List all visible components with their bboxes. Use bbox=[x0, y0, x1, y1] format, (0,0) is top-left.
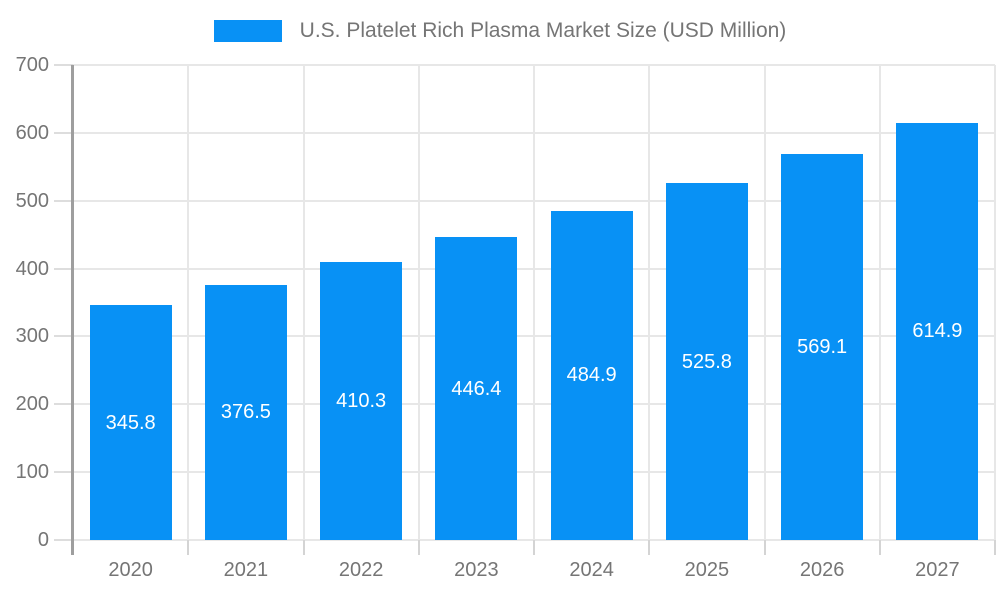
bar[interactable] bbox=[665, 183, 748, 540]
x-gridline bbox=[878, 65, 881, 540]
bar-value-label: 410.3 bbox=[336, 389, 387, 412]
x-axis-label: 2020 bbox=[108, 559, 153, 581]
x-tick bbox=[533, 540, 535, 555]
x-axis-label: 2027 bbox=[915, 559, 960, 581]
y-axis-label: 500 bbox=[15, 189, 49, 212]
x-gridline bbox=[302, 65, 305, 540]
x-gridline bbox=[533, 65, 535, 540]
x-axis-label: 2026 bbox=[799, 559, 845, 581]
x-axis-label: 2022 bbox=[338, 559, 384, 581]
bar-value-label: 446.4 bbox=[451, 377, 502, 400]
bar[interactable] bbox=[204, 284, 287, 540]
bar-value-label: 376.5 bbox=[220, 401, 271, 424]
x-tick bbox=[763, 540, 766, 555]
x-axis-label: 2025 bbox=[684, 559, 730, 581]
legend-label: U.S. Platelet Rich Plasma Market Size (U… bbox=[299, 19, 787, 42]
bar-value-label: 525.8 bbox=[681, 350, 732, 373]
y-axis-label: 400 bbox=[15, 257, 49, 280]
y-axis-label: 600 bbox=[15, 121, 49, 144]
y-axis-label: 200 bbox=[15, 393, 49, 416]
bar[interactable] bbox=[89, 305, 172, 540]
x-tick bbox=[648, 540, 651, 555]
y-tick bbox=[54, 199, 73, 202]
y-tick bbox=[54, 403, 73, 406]
y-tick bbox=[54, 471, 73, 474]
x-gridline bbox=[763, 65, 766, 540]
x-tick bbox=[187, 540, 190, 555]
y-tick bbox=[54, 64, 73, 66]
y-axis-label: 700 bbox=[15, 54, 49, 76]
bar[interactable] bbox=[896, 122, 979, 540]
y-tick bbox=[54, 335, 73, 338]
bar[interactable] bbox=[435, 237, 518, 540]
y-axis-label: 0 bbox=[37, 529, 49, 551]
y-tick bbox=[54, 539, 73, 541]
y-axis-label: 100 bbox=[15, 461, 49, 484]
y-tick bbox=[54, 131, 73, 134]
x-tick bbox=[994, 540, 996, 555]
x-gridline bbox=[187, 65, 190, 540]
bar-value-label: 484.9 bbox=[566, 364, 617, 387]
y-axis-label: 300 bbox=[15, 325, 49, 348]
x-axis-label: 2021 bbox=[223, 559, 269, 581]
x-gridline bbox=[417, 65, 420, 540]
x-gridline bbox=[994, 65, 996, 540]
x-tick bbox=[302, 540, 305, 555]
x-axis-label: 2023 bbox=[454, 559, 499, 581]
x-tick bbox=[417, 540, 420, 555]
x-gridline bbox=[648, 65, 651, 540]
y-tick bbox=[54, 267, 73, 270]
y-axis-line bbox=[71, 65, 74, 555]
bar-value-label: 614.9 bbox=[912, 320, 963, 343]
bar[interactable] bbox=[781, 153, 864, 540]
bar[interactable] bbox=[320, 261, 403, 540]
bar-value-label: 569.1 bbox=[797, 335, 848, 358]
bar-value-label: 345.8 bbox=[105, 411, 156, 434]
legend: U.S. Platelet Rich Plasma Market Size (U… bbox=[0, 16, 1000, 46]
legend-swatch[interactable] bbox=[213, 20, 282, 42]
bar[interactable] bbox=[550, 210, 633, 540]
x-axis-label: 2024 bbox=[569, 559, 614, 581]
x-tick bbox=[878, 540, 881, 555]
